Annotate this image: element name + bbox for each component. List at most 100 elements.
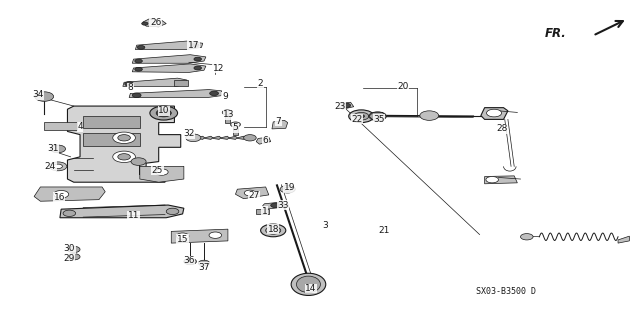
Polygon shape <box>132 55 206 63</box>
Polygon shape <box>236 187 269 199</box>
Text: 20: 20 <box>397 82 408 91</box>
Text: 32: 32 <box>183 130 195 139</box>
Polygon shape <box>205 136 213 140</box>
Text: 22: 22 <box>351 115 363 124</box>
Text: 36: 36 <box>183 256 195 265</box>
Text: 31: 31 <box>47 144 59 153</box>
Circle shape <box>176 233 189 239</box>
Text: 16: 16 <box>54 193 65 202</box>
Circle shape <box>186 134 201 142</box>
Polygon shape <box>197 136 205 140</box>
Circle shape <box>35 92 54 101</box>
Circle shape <box>194 66 202 70</box>
Polygon shape <box>338 102 354 109</box>
Polygon shape <box>171 229 228 243</box>
Circle shape <box>284 187 291 191</box>
Text: SX03-B3500 D: SX03-B3500 D <box>477 287 537 296</box>
Polygon shape <box>485 176 518 184</box>
Circle shape <box>210 91 219 96</box>
Circle shape <box>521 234 533 240</box>
Text: 21: 21 <box>379 226 390 235</box>
Circle shape <box>137 45 145 49</box>
Text: 9: 9 <box>222 92 228 101</box>
Text: 15: 15 <box>177 235 188 244</box>
Text: 28: 28 <box>496 124 507 133</box>
Polygon shape <box>34 187 105 201</box>
Text: 33: 33 <box>277 201 289 210</box>
Circle shape <box>112 151 135 163</box>
Polygon shape <box>238 136 245 140</box>
Polygon shape <box>83 116 140 128</box>
Circle shape <box>54 164 63 169</box>
Polygon shape <box>272 120 288 129</box>
Ellipse shape <box>291 273 325 295</box>
Bar <box>225 114 230 123</box>
Text: 34: 34 <box>32 91 44 100</box>
Polygon shape <box>60 205 184 218</box>
Circle shape <box>68 246 80 252</box>
Circle shape <box>358 115 365 118</box>
Circle shape <box>166 208 179 215</box>
Polygon shape <box>140 166 184 182</box>
Text: 30: 30 <box>64 244 75 253</box>
Text: 2: 2 <box>258 79 264 88</box>
Polygon shape <box>481 108 508 119</box>
Circle shape <box>54 190 69 198</box>
Circle shape <box>68 253 80 260</box>
Text: 23: 23 <box>334 101 346 111</box>
Circle shape <box>222 110 233 115</box>
Text: 17: 17 <box>188 41 199 50</box>
Polygon shape <box>68 106 181 182</box>
Text: 10: 10 <box>158 106 169 115</box>
Polygon shape <box>123 78 187 86</box>
Polygon shape <box>83 133 140 146</box>
Circle shape <box>118 135 130 141</box>
Circle shape <box>131 158 146 165</box>
Circle shape <box>270 203 279 208</box>
Text: 14: 14 <box>305 284 317 293</box>
Circle shape <box>260 224 286 237</box>
Circle shape <box>49 162 67 171</box>
Circle shape <box>118 154 130 160</box>
Bar <box>174 80 188 86</box>
Circle shape <box>142 22 148 25</box>
Polygon shape <box>256 137 270 144</box>
Polygon shape <box>221 136 229 140</box>
Text: 24: 24 <box>45 162 56 171</box>
Text: 19: 19 <box>284 183 295 192</box>
Text: FR.: FR. <box>545 27 566 40</box>
Circle shape <box>231 122 241 127</box>
Text: 5: 5 <box>233 123 238 132</box>
Text: 27: 27 <box>248 191 260 200</box>
Circle shape <box>245 190 255 196</box>
Text: 1: 1 <box>262 207 267 216</box>
Circle shape <box>155 169 168 175</box>
Text: 35: 35 <box>373 115 385 124</box>
Circle shape <box>420 111 439 120</box>
Bar <box>233 125 238 135</box>
Circle shape <box>51 145 66 153</box>
Circle shape <box>194 57 202 61</box>
Polygon shape <box>135 41 203 50</box>
Circle shape <box>112 132 135 143</box>
Circle shape <box>280 185 295 193</box>
Circle shape <box>132 93 141 98</box>
Text: 18: 18 <box>267 225 279 234</box>
Circle shape <box>135 59 142 63</box>
Circle shape <box>349 110 374 123</box>
Circle shape <box>198 260 210 266</box>
Circle shape <box>265 227 281 234</box>
Circle shape <box>135 68 142 71</box>
Text: 12: 12 <box>213 63 224 73</box>
Polygon shape <box>129 90 222 98</box>
Text: 11: 11 <box>128 211 139 220</box>
Polygon shape <box>132 64 206 72</box>
Circle shape <box>342 103 351 108</box>
Circle shape <box>369 112 387 121</box>
Circle shape <box>150 106 178 120</box>
Circle shape <box>487 109 502 117</box>
Polygon shape <box>143 19 166 27</box>
Text: 3: 3 <box>322 221 328 230</box>
Text: 7: 7 <box>276 117 281 126</box>
Text: 29: 29 <box>64 254 75 263</box>
